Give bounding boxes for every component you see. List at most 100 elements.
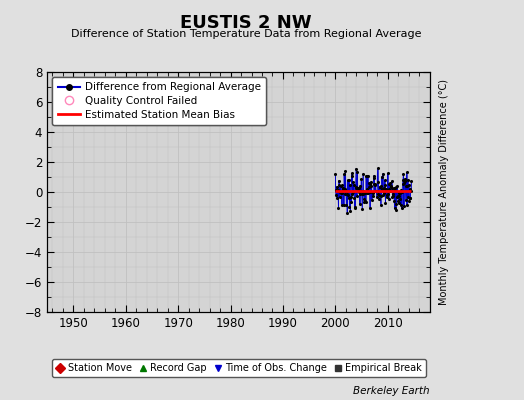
- Point: [370, 172, 378, 179]
- Point: [331, 171, 340, 177]
- Point: [407, 178, 416, 184]
- Point: [342, 202, 351, 208]
- Point: [401, 196, 410, 203]
- Point: [399, 177, 407, 183]
- Point: [400, 176, 409, 182]
- Point: [333, 187, 342, 194]
- Point: [368, 189, 376, 196]
- Point: [350, 195, 358, 201]
- Point: [396, 190, 405, 196]
- Point: [370, 182, 379, 188]
- Point: [386, 180, 395, 186]
- Point: [392, 194, 401, 201]
- Text: Difference of Station Temperature Data from Regional Average: Difference of Station Temperature Data f…: [71, 29, 421, 39]
- Point: [381, 182, 389, 188]
- Point: [387, 184, 395, 190]
- Point: [376, 184, 384, 190]
- Point: [389, 185, 398, 192]
- Point: [348, 190, 357, 197]
- Point: [347, 199, 355, 206]
- Point: [368, 196, 376, 203]
- Point: [363, 186, 371, 193]
- Point: [394, 192, 402, 199]
- Point: [383, 194, 391, 200]
- Point: [360, 199, 368, 205]
- Point: [341, 191, 349, 198]
- Point: [391, 186, 399, 193]
- Point: [375, 196, 384, 202]
- Point: [400, 180, 409, 186]
- Point: [356, 201, 364, 208]
- Point: [373, 165, 381, 172]
- Point: [336, 189, 344, 195]
- Point: [367, 178, 375, 185]
- Point: [359, 196, 368, 202]
- Point: [406, 195, 414, 202]
- Point: [352, 184, 360, 190]
- Text: EUSTIS 2 NW: EUSTIS 2 NW: [180, 14, 312, 32]
- Point: [361, 190, 369, 197]
- Point: [382, 187, 390, 194]
- Point: [398, 205, 406, 211]
- Point: [374, 179, 382, 185]
- Point: [354, 185, 363, 191]
- Point: [350, 182, 358, 188]
- Point: [381, 186, 390, 192]
- Point: [401, 178, 409, 184]
- Point: [355, 190, 364, 197]
- Point: [395, 190, 403, 196]
- Point: [384, 170, 392, 177]
- Point: [385, 186, 394, 192]
- Point: [359, 191, 368, 198]
- Legend: Difference from Regional Average, Quality Control Failed, Estimated Station Mean: Difference from Regional Average, Qualit…: [52, 77, 266, 125]
- Point: [402, 183, 410, 190]
- Point: [364, 173, 372, 179]
- Point: [378, 186, 387, 192]
- Point: [346, 194, 355, 200]
- Point: [335, 193, 344, 200]
- Point: [389, 191, 397, 197]
- Point: [380, 177, 389, 184]
- Point: [379, 190, 388, 196]
- Point: [395, 192, 403, 199]
- Point: [368, 193, 377, 200]
- Point: [339, 186, 347, 192]
- Point: [344, 191, 352, 198]
- Point: [346, 182, 354, 188]
- Point: [372, 188, 380, 194]
- Point: [403, 202, 411, 208]
- Point: [351, 204, 359, 210]
- Point: [405, 182, 413, 188]
- Point: [359, 171, 367, 177]
- Point: [385, 181, 393, 188]
- Point: [403, 176, 412, 183]
- Point: [343, 177, 352, 184]
- Point: [337, 190, 345, 196]
- Point: [383, 192, 391, 198]
- Point: [395, 200, 403, 206]
- Point: [365, 184, 373, 190]
- Point: [364, 189, 373, 196]
- Point: [332, 192, 340, 198]
- Point: [342, 188, 350, 194]
- Point: [344, 194, 353, 201]
- Point: [379, 170, 387, 177]
- Point: [361, 198, 369, 204]
- Point: [338, 202, 346, 208]
- Point: [362, 173, 370, 179]
- Point: [339, 185, 347, 191]
- Point: [353, 169, 362, 175]
- Point: [376, 201, 385, 208]
- Point: [355, 188, 363, 195]
- Point: [386, 188, 394, 194]
- Point: [352, 185, 361, 191]
- Point: [349, 189, 357, 196]
- Point: [384, 191, 392, 198]
- Point: [352, 165, 360, 172]
- Point: [380, 184, 388, 191]
- Point: [358, 206, 366, 212]
- Point: [400, 202, 408, 209]
- Point: [388, 184, 396, 191]
- Point: [378, 173, 386, 180]
- Point: [341, 186, 349, 192]
